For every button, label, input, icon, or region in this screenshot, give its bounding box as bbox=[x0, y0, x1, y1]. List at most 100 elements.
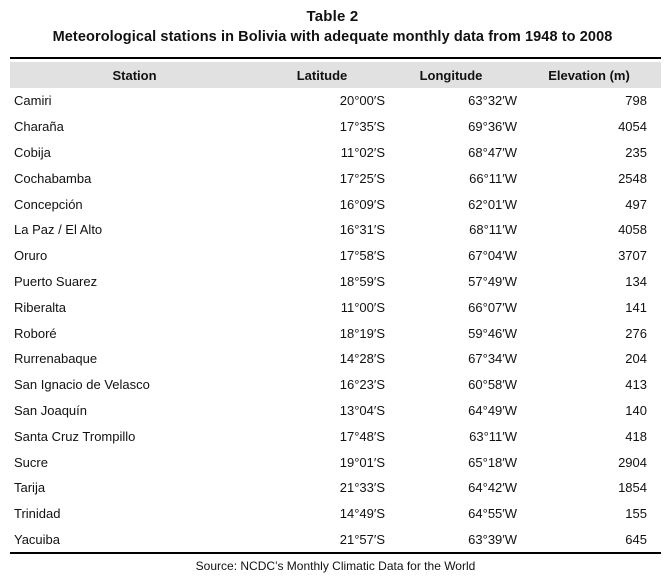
latitude-cell: 18°59′S bbox=[339, 273, 385, 289]
elevation-cell: 1854 bbox=[618, 480, 647, 496]
table-body: Camiri 20°00′S 63°32′W 798 Charaña 17°35′S 69°… bbox=[10, 88, 661, 552]
table-row: San Joaquín 13°04′S 64°49′W 140 bbox=[10, 398, 661, 424]
station-cell: Rurrenabaque bbox=[14, 351, 98, 367]
latitude-cell: 16°31′S bbox=[339, 222, 385, 238]
station-cell: Camiri bbox=[14, 93, 52, 109]
table-caption: Meteorological stations in Bolivia with … bbox=[52, 29, 613, 45]
longitude-cell: 67°04′W bbox=[468, 248, 517, 264]
table-number-title: Table 2 bbox=[306, 8, 359, 25]
table-header-row: Station Latitude Longitude Elevation (m) bbox=[10, 62, 661, 88]
longitude-cell: 63°39′W bbox=[468, 531, 517, 547]
elevation-cell: 645 bbox=[625, 531, 647, 547]
table-row: San Ignacio de Velasco 16°23′S 60°58′W 413 bbox=[10, 372, 661, 398]
stations-table: Station Latitude Longitude Elevation (m)… bbox=[10, 57, 661, 574]
latitude-cell: 21°33′S bbox=[339, 480, 385, 496]
source-note: Source: NCDC’s Monthly Climatic Data for… bbox=[195, 559, 476, 574]
elevation-cell: 155 bbox=[625, 506, 647, 522]
table-row: Charaña 17°35′S 69°36′W 4054 bbox=[10, 114, 661, 140]
longitude-cell: 59°46′W bbox=[468, 325, 517, 341]
column-header-latitude: Latitude bbox=[296, 67, 348, 83]
table-row: Puerto Suarez 18°59′S 57°49′W 134 bbox=[10, 269, 661, 295]
table-row: Yacuiba 21°57′S 63°39′W 645 bbox=[10, 527, 661, 553]
table-row: Oruro 17°58′S 67°04′W 3707 bbox=[10, 243, 661, 269]
elevation-cell: 4058 bbox=[618, 222, 647, 238]
latitude-cell: 17°25′S bbox=[339, 170, 385, 186]
longitude-cell: 65°18′W bbox=[468, 454, 517, 470]
table-row: Camiri 20°00′S 63°32′W 798 bbox=[10, 88, 661, 114]
latitude-cell: 16°23′S bbox=[339, 377, 385, 393]
elevation-cell: 2904 bbox=[618, 454, 647, 470]
longitude-cell: 66°11′W bbox=[469, 170, 517, 186]
elevation-cell: 235 bbox=[625, 144, 647, 160]
station-cell: Riberalta bbox=[14, 299, 67, 315]
station-cell: San Joaquín bbox=[14, 402, 88, 418]
latitude-cell: 16°09′S bbox=[339, 196, 385, 212]
table-row: Roboré 18°19′S 59°46′W 276 bbox=[10, 320, 661, 346]
elevation-cell: 4054 bbox=[618, 119, 647, 135]
elevation-cell: 497 bbox=[625, 196, 647, 212]
latitude-cell: 19°01′S bbox=[339, 454, 385, 470]
station-cell: Concepción bbox=[14, 196, 83, 212]
latitude-cell: 11°02′S bbox=[340, 144, 385, 160]
elevation-cell: 2548 bbox=[618, 170, 647, 186]
station-cell: Cobija bbox=[14, 144, 51, 160]
latitude-cell: 18°19′S bbox=[339, 325, 385, 341]
station-cell: Santa Cruz Trompillo bbox=[14, 428, 136, 444]
longitude-cell: 64°42′W bbox=[468, 480, 517, 496]
table-row: Tarija 21°33′S 64°42′W 1854 bbox=[10, 475, 661, 501]
latitude-cell: 21°57′S bbox=[339, 531, 385, 547]
elevation-cell: 276 bbox=[625, 325, 647, 341]
bottom-rule bbox=[10, 552, 661, 555]
longitude-cell: 60°58′W bbox=[468, 377, 517, 393]
longitude-cell: 64°49′W bbox=[468, 402, 517, 418]
elevation-cell: 418 bbox=[625, 428, 647, 444]
latitude-cell: 17°35′S bbox=[339, 119, 385, 135]
longitude-cell: 69°36′W bbox=[468, 119, 517, 135]
column-header-longitude: Longitude bbox=[419, 67, 483, 83]
elevation-cell: 141 bbox=[625, 299, 647, 315]
longitude-cell: 68°11′W bbox=[469, 222, 517, 238]
elevation-cell: 413 bbox=[625, 377, 647, 393]
longitude-cell: 68°47′W bbox=[468, 144, 517, 160]
table-row: Concepción 16°09′S 62°01′W 497 bbox=[10, 191, 661, 217]
longitude-cell: 63°11′W bbox=[469, 428, 517, 444]
elevation-cell: 798 bbox=[625, 93, 647, 109]
elevation-cell: 204 bbox=[625, 351, 647, 367]
elevation-cell: 3707 bbox=[618, 248, 647, 264]
table-row: Rurrenabaque 14°28′S 67°34′W 204 bbox=[10, 346, 661, 372]
elevation-cell: 140 bbox=[625, 402, 647, 418]
station-cell: Sucre bbox=[14, 454, 48, 470]
station-cell: Roboré bbox=[14, 325, 57, 341]
latitude-cell: 13°04′S bbox=[339, 402, 385, 418]
longitude-cell: 57°49′W bbox=[468, 273, 517, 289]
table-row: Cobija 11°02′S 68°47′W 235 bbox=[10, 140, 661, 166]
longitude-cell: 62°01′W bbox=[468, 196, 517, 212]
longitude-cell: 66°07′W bbox=[468, 299, 517, 315]
latitude-cell: 17°58′S bbox=[339, 248, 385, 264]
top-rule bbox=[10, 57, 661, 59]
station-cell: La Paz / El Alto bbox=[14, 222, 103, 238]
column-header-station: Station bbox=[112, 67, 157, 83]
station-cell: Yacuiba bbox=[14, 531, 61, 547]
latitude-cell: 14°28′S bbox=[339, 351, 385, 367]
station-cell: Trinidad bbox=[14, 506, 61, 522]
table-row: Trinidad 14°49′S 64°55′W 155 bbox=[10, 501, 661, 527]
latitude-cell: 17°48′S bbox=[339, 428, 385, 444]
column-header-elevation: Elevation (m) bbox=[548, 67, 630, 83]
latitude-cell: 14°49′S bbox=[339, 506, 385, 522]
elevation-cell: 134 bbox=[625, 273, 647, 289]
station-cell: Oruro bbox=[14, 248, 48, 264]
table-row: Cochabamba 17°25′S 66°11′W 2548 bbox=[10, 165, 661, 191]
longitude-cell: 67°34′W bbox=[468, 351, 517, 367]
longitude-cell: 64°55′W bbox=[468, 506, 517, 522]
latitude-cell: 20°00′S bbox=[339, 93, 385, 109]
table-row: Riberalta 11°00′S 66°07′W 141 bbox=[10, 294, 661, 320]
station-cell: Tarija bbox=[14, 480, 46, 496]
station-cell: Puerto Suarez bbox=[14, 273, 98, 289]
latitude-cell: 11°00′S bbox=[340, 299, 385, 315]
longitude-cell: 63°32′W bbox=[468, 93, 517, 109]
station-cell: Cochabamba bbox=[14, 170, 92, 186]
station-cell: Charaña bbox=[14, 119, 64, 135]
table-row: La Paz / El Alto 16°31′S 68°11′W 4058 bbox=[10, 217, 661, 243]
